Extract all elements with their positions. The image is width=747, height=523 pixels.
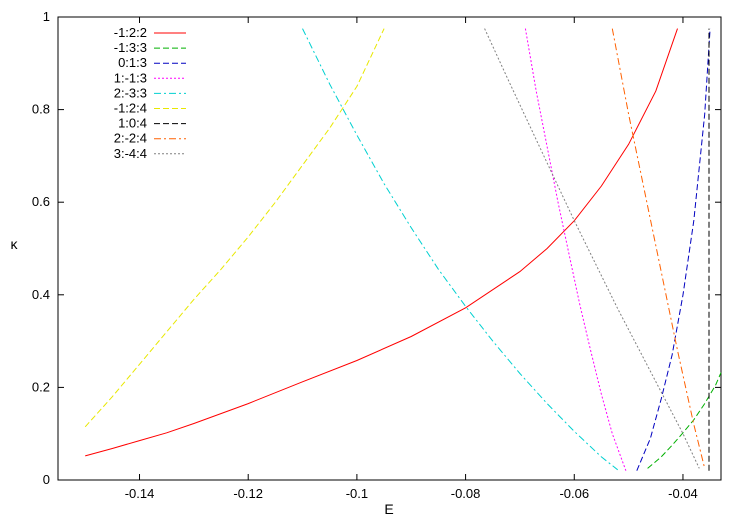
- series-line: [524, 28, 627, 471]
- legend-label: 0:1:3: [118, 55, 147, 70]
- y-tick-label: 1: [43, 9, 50, 24]
- series-line: [84, 28, 385, 428]
- legend-label: -1:2:4: [114, 101, 147, 116]
- x-tick-label: -0.08: [451, 486, 481, 501]
- series-line: [302, 28, 619, 471]
- y-axis-label: κ: [11, 236, 19, 252]
- legend-label: 1:0:4: [118, 116, 147, 131]
- x-tick-label: -0.12: [233, 486, 263, 501]
- x-tick-label: -0.14: [125, 486, 155, 501]
- y-tick-label: 0.6: [32, 194, 50, 209]
- legend-label: -1:2:2: [114, 25, 147, 40]
- series-line: [85, 28, 678, 457]
- axis-ticks: -0.14 -0.12 -0.1 -0.08 -0.06 -0.04 0 0.2 0.4 0.6 0…: [32, 9, 721, 501]
- y-tick-label: 0.4: [32, 287, 50, 302]
- x-tick-label: -0.04: [668, 486, 698, 501]
- series-line: [611, 28, 706, 469]
- plot-frame: [57, 16, 722, 481]
- x-tick-label: -0.06: [559, 486, 589, 501]
- series-group: [84, 28, 722, 471]
- legend-label: 2:-2:4: [114, 131, 147, 146]
- y-tick-label: 0: [43, 472, 50, 487]
- x-axis-label: E: [384, 501, 393, 517]
- series-line: [484, 28, 700, 469]
- y-tick-label: 0.2: [32, 379, 50, 394]
- series-line: [647, 372, 722, 469]
- legend-label: 3:-4:4: [114, 146, 147, 161]
- y-tick-label: 0.8: [32, 102, 50, 117]
- legend: -1:2:2-1:3:30:1:31:-1:32:-3:3-1:2:41:0:4…: [114, 25, 186, 161]
- series-line: [636, 28, 711, 471]
- legend-label: 1:-1:3: [114, 70, 147, 85]
- legend-label: 2:-3:3: [114, 85, 147, 100]
- legend-label: -1:3:3: [114, 40, 147, 55]
- x-tick-label: -0.1: [346, 486, 368, 501]
